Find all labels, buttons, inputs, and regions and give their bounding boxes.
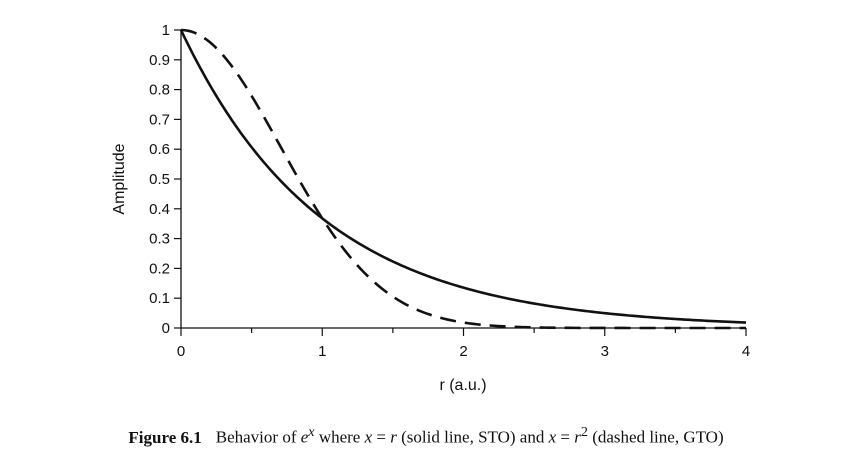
y-tick-label: 1 (162, 22, 170, 39)
caption-text: Behavior of (215, 427, 301, 447)
x-axis-label: r (a.u.) (439, 377, 486, 394)
caption-math: 2 (580, 424, 588, 440)
y-axis-ticks: 0 0.1 0.2 0.3 0.4 0.5 0.6 0.7 0.8 0.9 1 (149, 22, 181, 337)
caption-math: r (390, 427, 397, 447)
caption-math: = (556, 427, 575, 447)
caption-math: = (372, 427, 391, 447)
caption-text: (dashed line, GTO) (587, 427, 724, 447)
y-tick-label: 0.2 (149, 260, 170, 277)
y-tick-label: 0.7 (149, 111, 170, 128)
caption-text: where (314, 427, 365, 447)
x-tick-label: 1 (318, 343, 326, 360)
caption-text: (solid line, STO) and (396, 427, 549, 447)
y-tick-label: 0.3 (149, 231, 170, 248)
y-tick-label: 0.5 (149, 171, 170, 188)
figure-number: Figure 6.1 (128, 427, 202, 447)
x-tick-label: 2 (459, 343, 467, 360)
caption-math: e (300, 427, 309, 447)
y-tick-label: 0.6 (149, 141, 170, 158)
y-tick-label: 0.8 (149, 82, 170, 99)
y-tick-label: 0.4 (149, 201, 170, 218)
x-tick-label: 0 (177, 343, 185, 360)
caption-math: x (308, 424, 315, 440)
y-tick-label: 0.9 (149, 52, 170, 69)
x-tick-label: 4 (742, 343, 750, 360)
plot-series (179, 28, 747, 330)
axes (180, 30, 746, 329)
y-axis-label: Amplitude (111, 143, 128, 214)
caption-math: x (364, 427, 373, 447)
y-tick-label: 0.1 (149, 290, 170, 307)
x-axis-ticks: 0 1 2 3 4 (177, 328, 750, 360)
series-line-gto (180, 28, 746, 330)
caption-math: r (574, 427, 581, 447)
caption-math: x (548, 427, 557, 447)
x-tick-label: 3 (601, 343, 609, 360)
series-line-sto (179, 29, 747, 324)
figure-caption: Figure 6.1 Behavior of ex where x = r (so… (0, 424, 852, 448)
y-tick-label: 0 (162, 320, 170, 337)
